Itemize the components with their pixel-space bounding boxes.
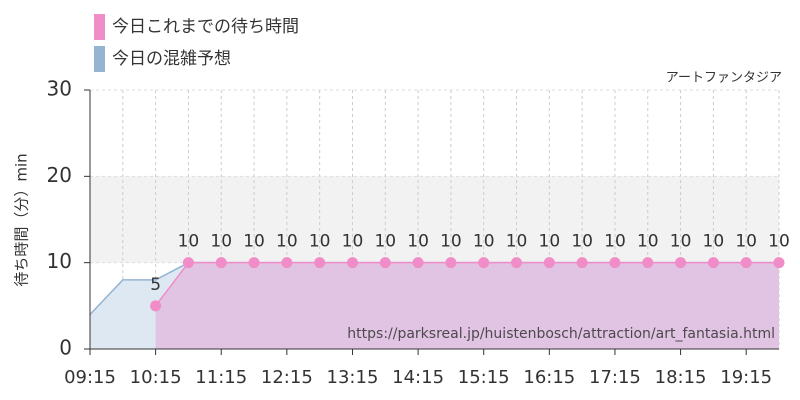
data-label: 10 — [637, 232, 659, 252]
x-tick-label: 09:15 — [64, 367, 116, 388]
data-point — [511, 257, 523, 269]
legend-swatch — [94, 14, 105, 40]
y-tick-label: 0 — [59, 336, 72, 360]
data-label: 10 — [670, 232, 692, 252]
x-tick-label: 13:15 — [327, 367, 379, 388]
data-point — [609, 257, 621, 269]
data-label: 10 — [768, 232, 790, 252]
area-fill — [155, 262, 780, 349]
data-point — [379, 257, 391, 269]
data-label: 10 — [407, 232, 429, 252]
legend-swatch — [94, 46, 105, 72]
legend-label: 今日これまでの待ち時間 — [112, 17, 299, 37]
data-point — [150, 300, 162, 312]
data-point — [182, 257, 194, 269]
data-label: 10 — [276, 232, 298, 252]
data-label: 10 — [703, 232, 725, 252]
y-tick-label: 20 — [47, 163, 72, 187]
data-point — [642, 257, 654, 269]
y-axis-label: 待ち時間（分）min — [13, 153, 31, 286]
data-label: 10 — [178, 232, 200, 252]
data-label: 10 — [506, 232, 528, 252]
y-tick-label: 10 — [47, 249, 72, 273]
x-tick-label: 19:15 — [720, 367, 772, 388]
data-point — [314, 257, 326, 269]
x-tick-label: 11:15 — [195, 367, 247, 388]
data-point — [248, 257, 260, 269]
data-point — [478, 257, 490, 269]
x-tick-label: 16:15 — [523, 367, 575, 388]
x-tick-label: 14:15 — [392, 367, 444, 388]
x-tick-label: 17:15 — [589, 367, 641, 388]
data-point — [773, 257, 785, 269]
data-point — [412, 257, 424, 269]
x-tick-label: 12:15 — [261, 367, 313, 388]
data-label: 10 — [440, 232, 462, 252]
data-point — [675, 257, 687, 269]
data-point — [445, 257, 457, 269]
data-point — [707, 257, 719, 269]
data-label: 10 — [735, 232, 757, 252]
watermark: https://parksreal.jp/huistenbosch/attrac… — [347, 326, 775, 342]
data-label: 10 — [243, 232, 265, 252]
data-label: 10 — [342, 232, 364, 252]
data-label: 10 — [571, 232, 593, 252]
data-label: 10 — [604, 232, 626, 252]
data-label: 5 — [150, 275, 161, 295]
data-point — [576, 257, 588, 269]
chart-subtitle: アートファンタジア — [666, 71, 782, 86]
highlight-band — [90, 176, 779, 263]
data-label: 10 — [210, 232, 232, 252]
data-label: 10 — [309, 232, 331, 252]
data-point — [740, 257, 752, 269]
data-label: 10 — [473, 232, 495, 252]
x-tick-label: 18:15 — [655, 367, 707, 388]
data-point — [543, 257, 555, 269]
y-tick-label: 30 — [47, 77, 72, 101]
data-point — [346, 257, 358, 269]
data-point — [215, 257, 227, 269]
data-label: 10 — [539, 232, 561, 252]
data-point — [281, 257, 293, 269]
legend-label: 今日の混雑予想 — [112, 49, 231, 69]
x-tick-label: 10:15 — [130, 367, 182, 388]
x-tick-label: 15:15 — [458, 367, 510, 388]
data-label: 10 — [374, 232, 396, 252]
